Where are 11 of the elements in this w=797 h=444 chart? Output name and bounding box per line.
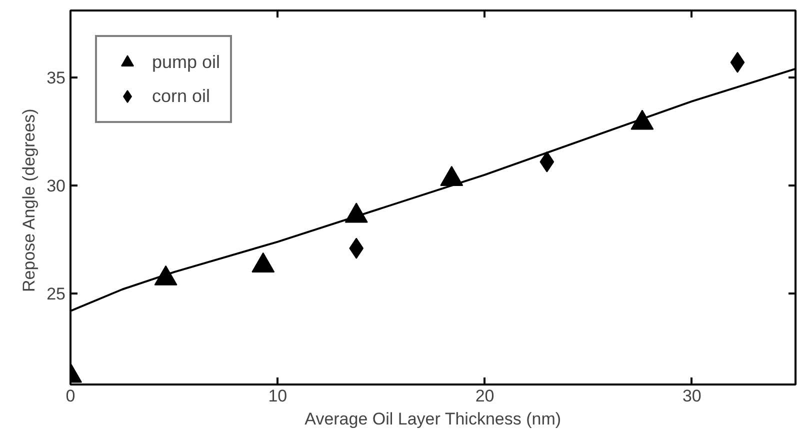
x-tick-label: 0 [66, 386, 76, 406]
x-tick-label: 30 [682, 386, 702, 406]
x-tick-label: 20 [475, 386, 494, 406]
y-tick-label: 35 [46, 68, 66, 88]
legend-label: corn oil [152, 86, 210, 106]
legend-label: pump oil [152, 52, 220, 72]
y-axis-title: Repose Angle (degrees) [20, 108, 39, 292]
x-tick-label: 10 [268, 386, 288, 406]
y-tick-label: 25 [46, 284, 66, 304]
x-axis-title: Average Oil Layer Thickness (nm) [304, 410, 562, 428]
y-tick-label: 30 [46, 176, 66, 196]
